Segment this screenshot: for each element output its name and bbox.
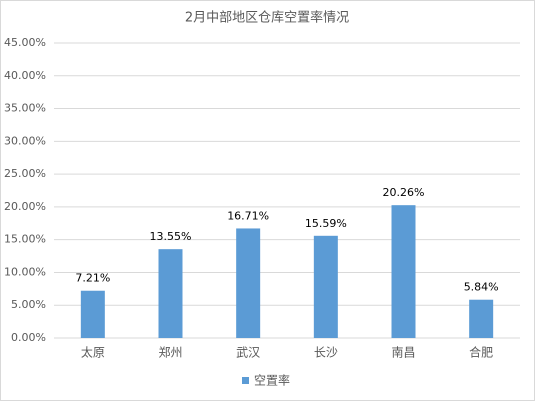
y-tick-label: 15.00% <box>4 233 46 246</box>
y-tick-label: 5.00% <box>11 298 46 311</box>
bar <box>158 249 183 338</box>
bar <box>236 228 261 338</box>
value-label: 15.59% <box>305 217 347 230</box>
value-label: 16.71% <box>227 209 269 222</box>
y-tick-label: 25.00% <box>4 167 46 180</box>
chart-title: 2月中部地区仓库空置率情况 <box>185 10 349 26</box>
y-tick-label: 0.00% <box>11 331 46 344</box>
y-tick-label: 20.00% <box>4 200 46 213</box>
bar <box>313 235 338 338</box>
y-tick-label: 30.00% <box>4 134 46 147</box>
y-tick-label: 40.00% <box>4 69 46 82</box>
y-tick-label: 10.00% <box>4 265 46 278</box>
x-tick-label: 长沙 <box>314 346 338 360</box>
value-label: 20.26% <box>383 186 425 199</box>
x-tick-label: 太原 <box>81 345 105 360</box>
legend-swatch <box>242 377 249 384</box>
bar <box>80 290 105 338</box>
bar <box>391 205 416 338</box>
x-tick-label: 郑州 <box>158 345 182 360</box>
value-label: 7.21% <box>75 272 110 285</box>
x-tick-label: 武汉 <box>236 346 260 360</box>
y-tick-label: 45.00% <box>4 36 46 49</box>
value-label: 5.84% <box>464 281 499 294</box>
x-tick-label: 合肥 <box>469 345 493 360</box>
legend-label: 空置率 <box>254 373 290 388</box>
value-label: 13.55% <box>150 230 192 243</box>
x-tick-label: 南昌 <box>391 345 415 360</box>
y-tick-label: 35.00% <box>4 102 46 115</box>
bar <box>469 299 494 338</box>
